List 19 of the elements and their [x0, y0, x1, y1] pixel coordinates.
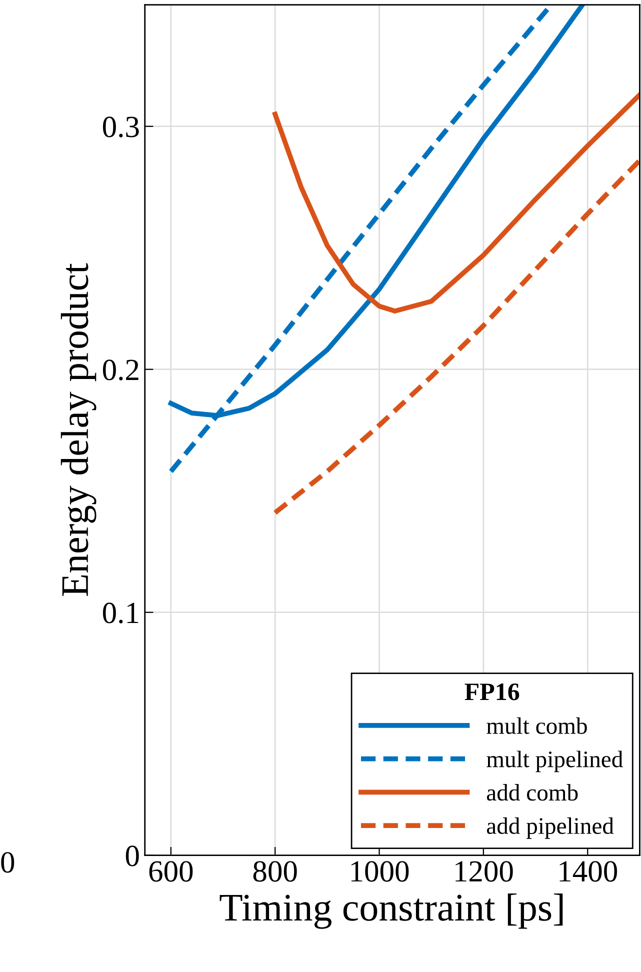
x-tick-label: 600: [149, 861, 193, 882]
x-tick-label: 800: [253, 861, 297, 882]
text: 0: [1, 852, 14, 873]
x-axis-title: Timing constraint [ps]: [220, 893, 563, 929]
y-axis-title: Energy delay product: [60, 263, 96, 596]
legend-label: mult pipelined: [486, 750, 623, 772]
x-tick-label: 1400: [560, 861, 618, 882]
x-tick-label: 1200: [456, 861, 513, 882]
legend-label: add comb: [486, 784, 578, 801]
y-tick-label: 0.2: [102, 360, 138, 380]
legend-label: add pipelined: [486, 817, 614, 839]
y-tick-label: 0: [126, 846, 139, 866]
legend-title: FP16: [464, 684, 520, 700]
legend-label: mult comb: [486, 717, 587, 734]
y-tick-label: 0.1: [102, 602, 138, 624]
y-tick-label: 0.3: [102, 116, 139, 138]
x-tick-label: 1000: [351, 861, 409, 882]
line-series: [272, 92, 640, 314]
line-series: [272, 158, 640, 516]
